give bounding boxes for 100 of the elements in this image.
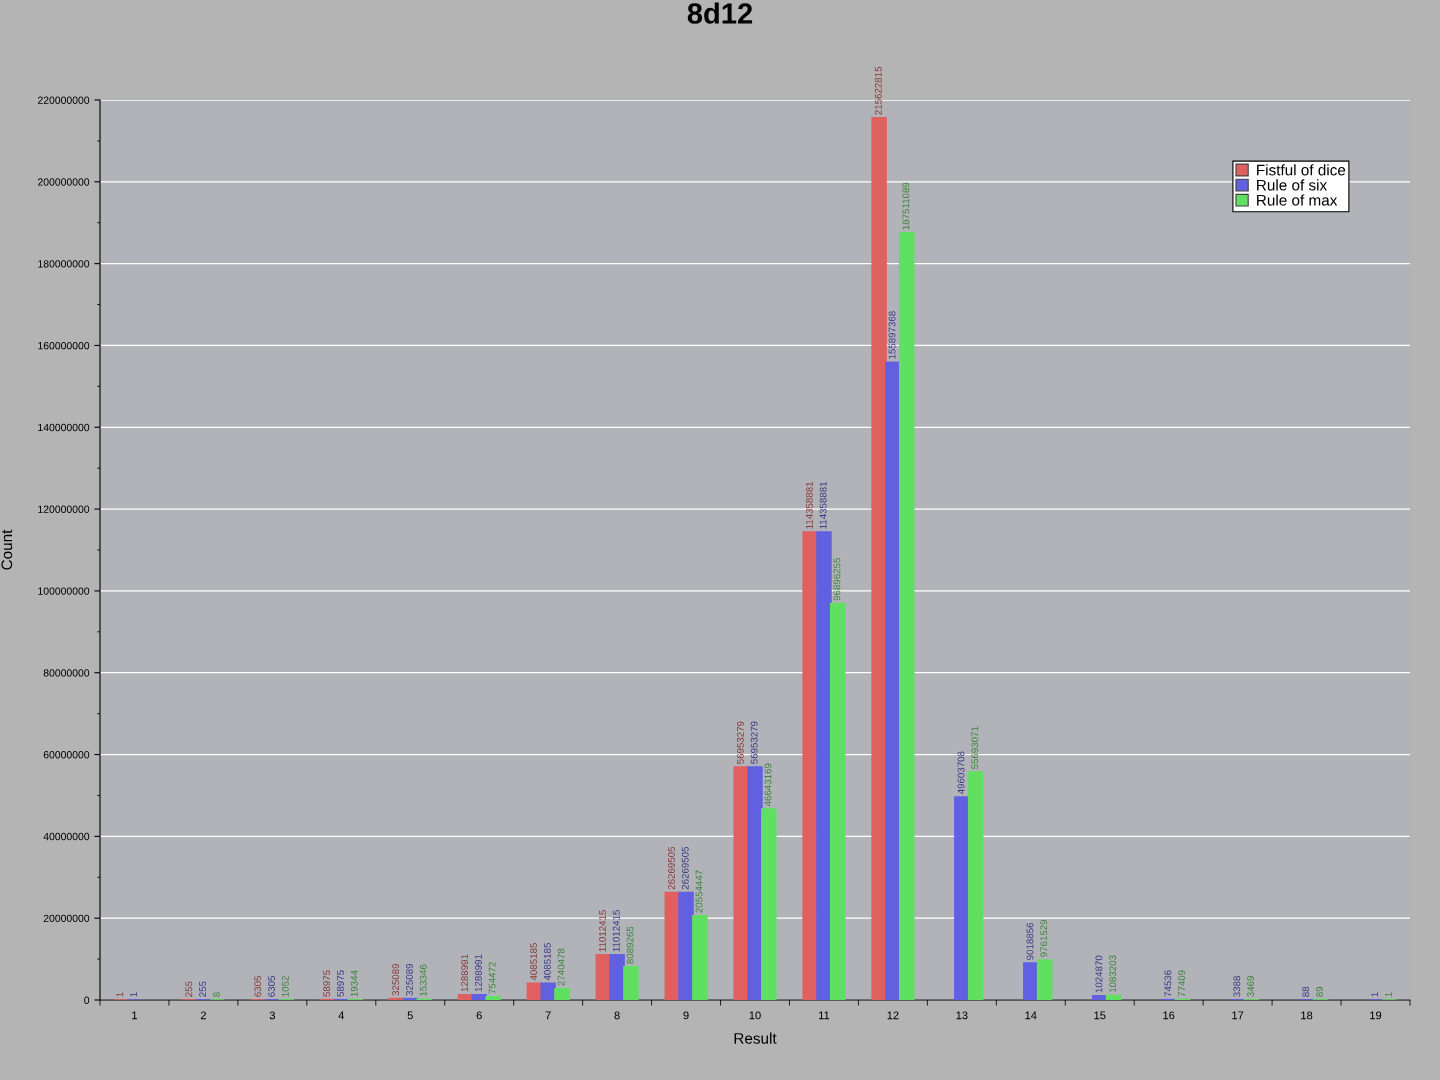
bar — [678, 891, 694, 1000]
y-tick-label: 120000000 — [38, 505, 90, 513]
bar — [1105, 994, 1122, 1000]
data-label: 1288991 — [474, 954, 482, 992]
bar — [898, 232, 915, 1000]
bar — [816, 531, 832, 1000]
chart-title: 8d12 — [687, 2, 753, 24]
data-label: 8089265 — [626, 926, 634, 964]
y-tick-label: 200000000 — [37, 178, 90, 186]
bar — [554, 987, 570, 1000]
y-tick-label: 60000000 — [43, 751, 90, 759]
x-tick-label: 16 — [1163, 1011, 1175, 1020]
data-label: 89 — [1316, 986, 1323, 997]
data-label: 187511089 — [902, 182, 910, 230]
data-label: 11012415 — [612, 910, 620, 952]
data-label: 9018856 — [1026, 922, 1034, 960]
y-tick-label: 160000000 — [38, 341, 90, 350]
data-label: 77409 — [1178, 970, 1186, 997]
y-tick-label: 0 — [84, 996, 90, 1004]
data-label: 325089 — [405, 963, 413, 996]
y-tick-label: 220000000 — [37, 96, 90, 104]
bar — [954, 796, 970, 1000]
x-tick-label: 17 — [1232, 1011, 1244, 1020]
data-label: 1 — [130, 992, 137, 997]
x-tick-label: 8 — [614, 1011, 620, 1020]
bar — [471, 993, 487, 1000]
data-label: 215622815 — [874, 66, 882, 115]
data-label: 255 — [185, 981, 193, 997]
x-tick-label: 6 — [476, 1011, 482, 1020]
x-tick-label: 19 — [1370, 1011, 1382, 1020]
data-label: 4085185 — [543, 943, 551, 981]
x-tick-label: 1 — [132, 1011, 138, 1020]
x-tick-label: 9 — [683, 1011, 689, 1020]
bar — [871, 117, 887, 1000]
data-label: 2740478 — [557, 948, 565, 986]
data-label: 255 — [199, 981, 207, 997]
y-tick-label: 40000000 — [43, 832, 90, 841]
y-axis-title: Count — [1, 529, 13, 570]
bar — [885, 361, 901, 1000]
y-tick-label: 20000000 — [43, 914, 90, 923]
data-label: 88 — [1302, 986, 1310, 997]
data-label: 26269505 — [667, 846, 675, 890]
legend-label: Rule of max — [1257, 194, 1338, 206]
data-label: 153346 — [419, 964, 427, 996]
bar — [967, 771, 984, 1000]
bar — [540, 982, 556, 1000]
bar — [733, 766, 749, 1000]
data-label: 1 — [116, 992, 124, 997]
bar — [485, 996, 501, 1000]
data-label: 1 — [1371, 992, 1379, 997]
data-label: 6305 — [268, 975, 275, 997]
bar — [802, 531, 818, 1000]
bar — [747, 766, 763, 1000]
data-label: 55693071 — [971, 726, 979, 769]
data-label: 1083203 — [1109, 955, 1117, 993]
data-label: 11012415 — [599, 910, 606, 952]
data-label: 3469 — [1247, 976, 1255, 997]
x-tick-label: 10 — [749, 1011, 761, 1020]
bar — [761, 808, 777, 1000]
bar — [692, 915, 708, 1000]
data-label: 114358881 — [805, 481, 813, 529]
data-label: 114358881 — [819, 481, 827, 529]
data-label: 26269505 — [681, 846, 689, 890]
x-tick-label: 11 — [819, 1011, 830, 1020]
data-label: 3388 — [1233, 976, 1241, 997]
bar — [609, 954, 625, 1000]
y-tick-label: 100000000 — [38, 587, 90, 595]
legend-label: Rule of six — [1257, 179, 1327, 191]
x-tick-label: 2 — [200, 1011, 206, 1020]
data-label: 96896255 — [833, 557, 841, 601]
data-label: 20554447 — [695, 870, 703, 913]
data-label: 19344 — [350, 970, 358, 997]
data-label: 46643169 — [764, 763, 772, 807]
data-label: 4085185 — [530, 943, 537, 981]
data-label: 49603708 — [957, 751, 965, 795]
bar — [1036, 959, 1053, 1000]
x-tick-label: 12 — [887, 1011, 899, 1020]
data-label: 8 — [212, 992, 220, 997]
data-label: 1052 — [281, 976, 289, 997]
x-tick-label: 18 — [1301, 1011, 1313, 1020]
y-tick-label: 140000000 — [38, 423, 90, 432]
data-label: 56953279 — [750, 721, 758, 764]
x-tick-label: 7 — [545, 1011, 551, 1020]
data-label: 325089 — [392, 963, 400, 996]
x-tick-label: 13 — [956, 1011, 968, 1020]
data-label: 754472 — [488, 962, 496, 994]
x-axis-title: Result — [734, 1032, 777, 1044]
bar — [623, 966, 639, 1000]
data-label: 6305 — [254, 975, 262, 997]
data-label: 1 — [1385, 992, 1392, 997]
legend-label: Fistful of dice — [1257, 164, 1346, 176]
data-label: 74536 — [1164, 970, 1172, 997]
bar — [1092, 994, 1108, 1000]
data-label: 9761529 — [1040, 919, 1048, 957]
data-label: 155897368 — [888, 311, 896, 359]
data-label: 58975 — [323, 970, 331, 997]
data-label: 1288991 — [461, 954, 469, 992]
x-tick-label: 5 — [407, 1011, 413, 1020]
data-label: 56953279 — [736, 721, 744, 764]
y-tick-label: 180000000 — [38, 260, 90, 268]
